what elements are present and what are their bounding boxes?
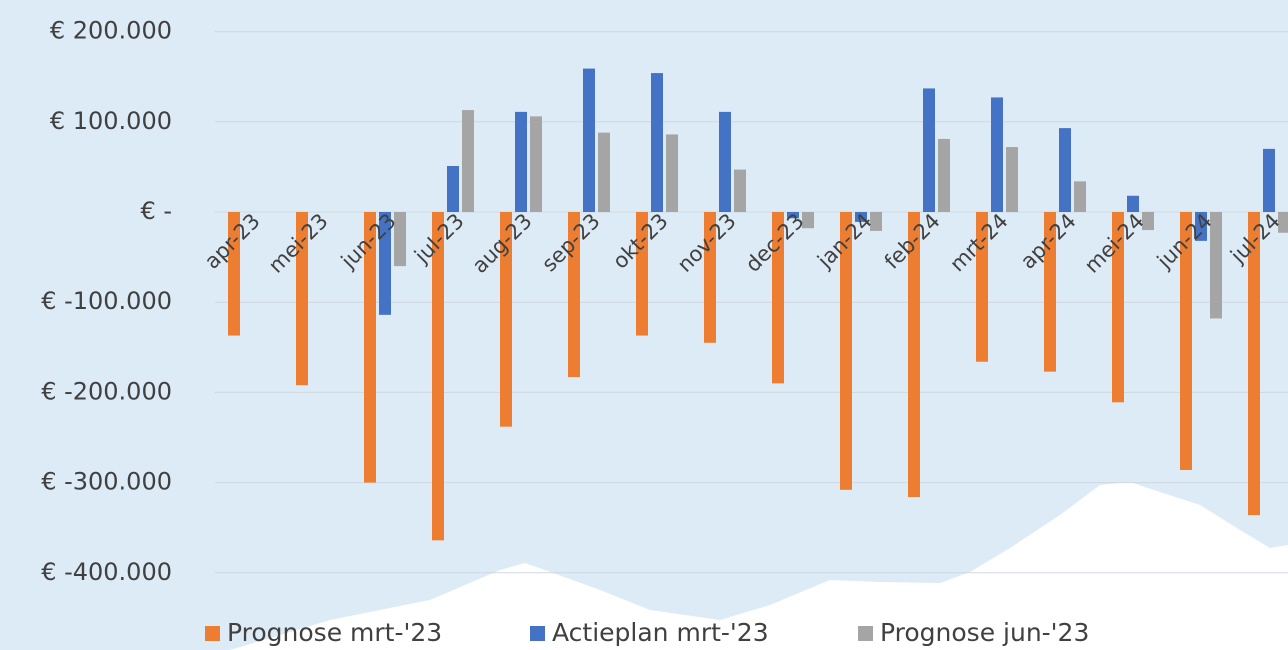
bar bbox=[1006, 147, 1018, 212]
y-tick-label: € -100.000 bbox=[41, 287, 172, 315]
bar bbox=[666, 134, 678, 212]
bar bbox=[462, 110, 474, 212]
bar bbox=[1263, 149, 1275, 212]
legend-swatch bbox=[530, 626, 545, 641]
bar bbox=[991, 97, 1003, 212]
y-tick-label: € -200.000 bbox=[41, 377, 172, 405]
bar bbox=[1127, 196, 1139, 212]
page: € 200.000 € 100.000 € - € -100.000 € -200.00… bbox=[0, 0, 1288, 650]
bar bbox=[583, 69, 595, 212]
bar bbox=[394, 212, 406, 266]
y-tick-label: € 200.000 bbox=[50, 17, 172, 45]
y-tick-label: € -300.000 bbox=[41, 468, 172, 496]
bar bbox=[515, 112, 527, 212]
bar bbox=[432, 212, 444, 540]
bar bbox=[1074, 181, 1086, 212]
legend-swatch bbox=[858, 626, 873, 641]
legend-swatch bbox=[205, 626, 220, 641]
bar bbox=[530, 116, 542, 212]
legend-label: Actieplan mrt-'23 bbox=[552, 618, 769, 647]
legend-label: Prognose mrt-'23 bbox=[227, 618, 442, 647]
bar bbox=[734, 170, 746, 212]
chart: € 200.000 € 100.000 € - € -100.000 € -200.00… bbox=[0, 0, 1288, 650]
y-tick-label: € 100.000 bbox=[50, 107, 172, 135]
bar bbox=[651, 73, 663, 212]
y-tick-label: € - bbox=[140, 197, 172, 225]
bar bbox=[719, 112, 731, 212]
bar bbox=[1059, 128, 1071, 212]
bar bbox=[923, 88, 935, 212]
legend-label: Prognose jun-'23 bbox=[880, 618, 1089, 647]
y-tick-label: € -400.000 bbox=[41, 558, 172, 586]
bar bbox=[447, 166, 459, 212]
bar bbox=[598, 133, 610, 212]
bar bbox=[938, 139, 950, 212]
